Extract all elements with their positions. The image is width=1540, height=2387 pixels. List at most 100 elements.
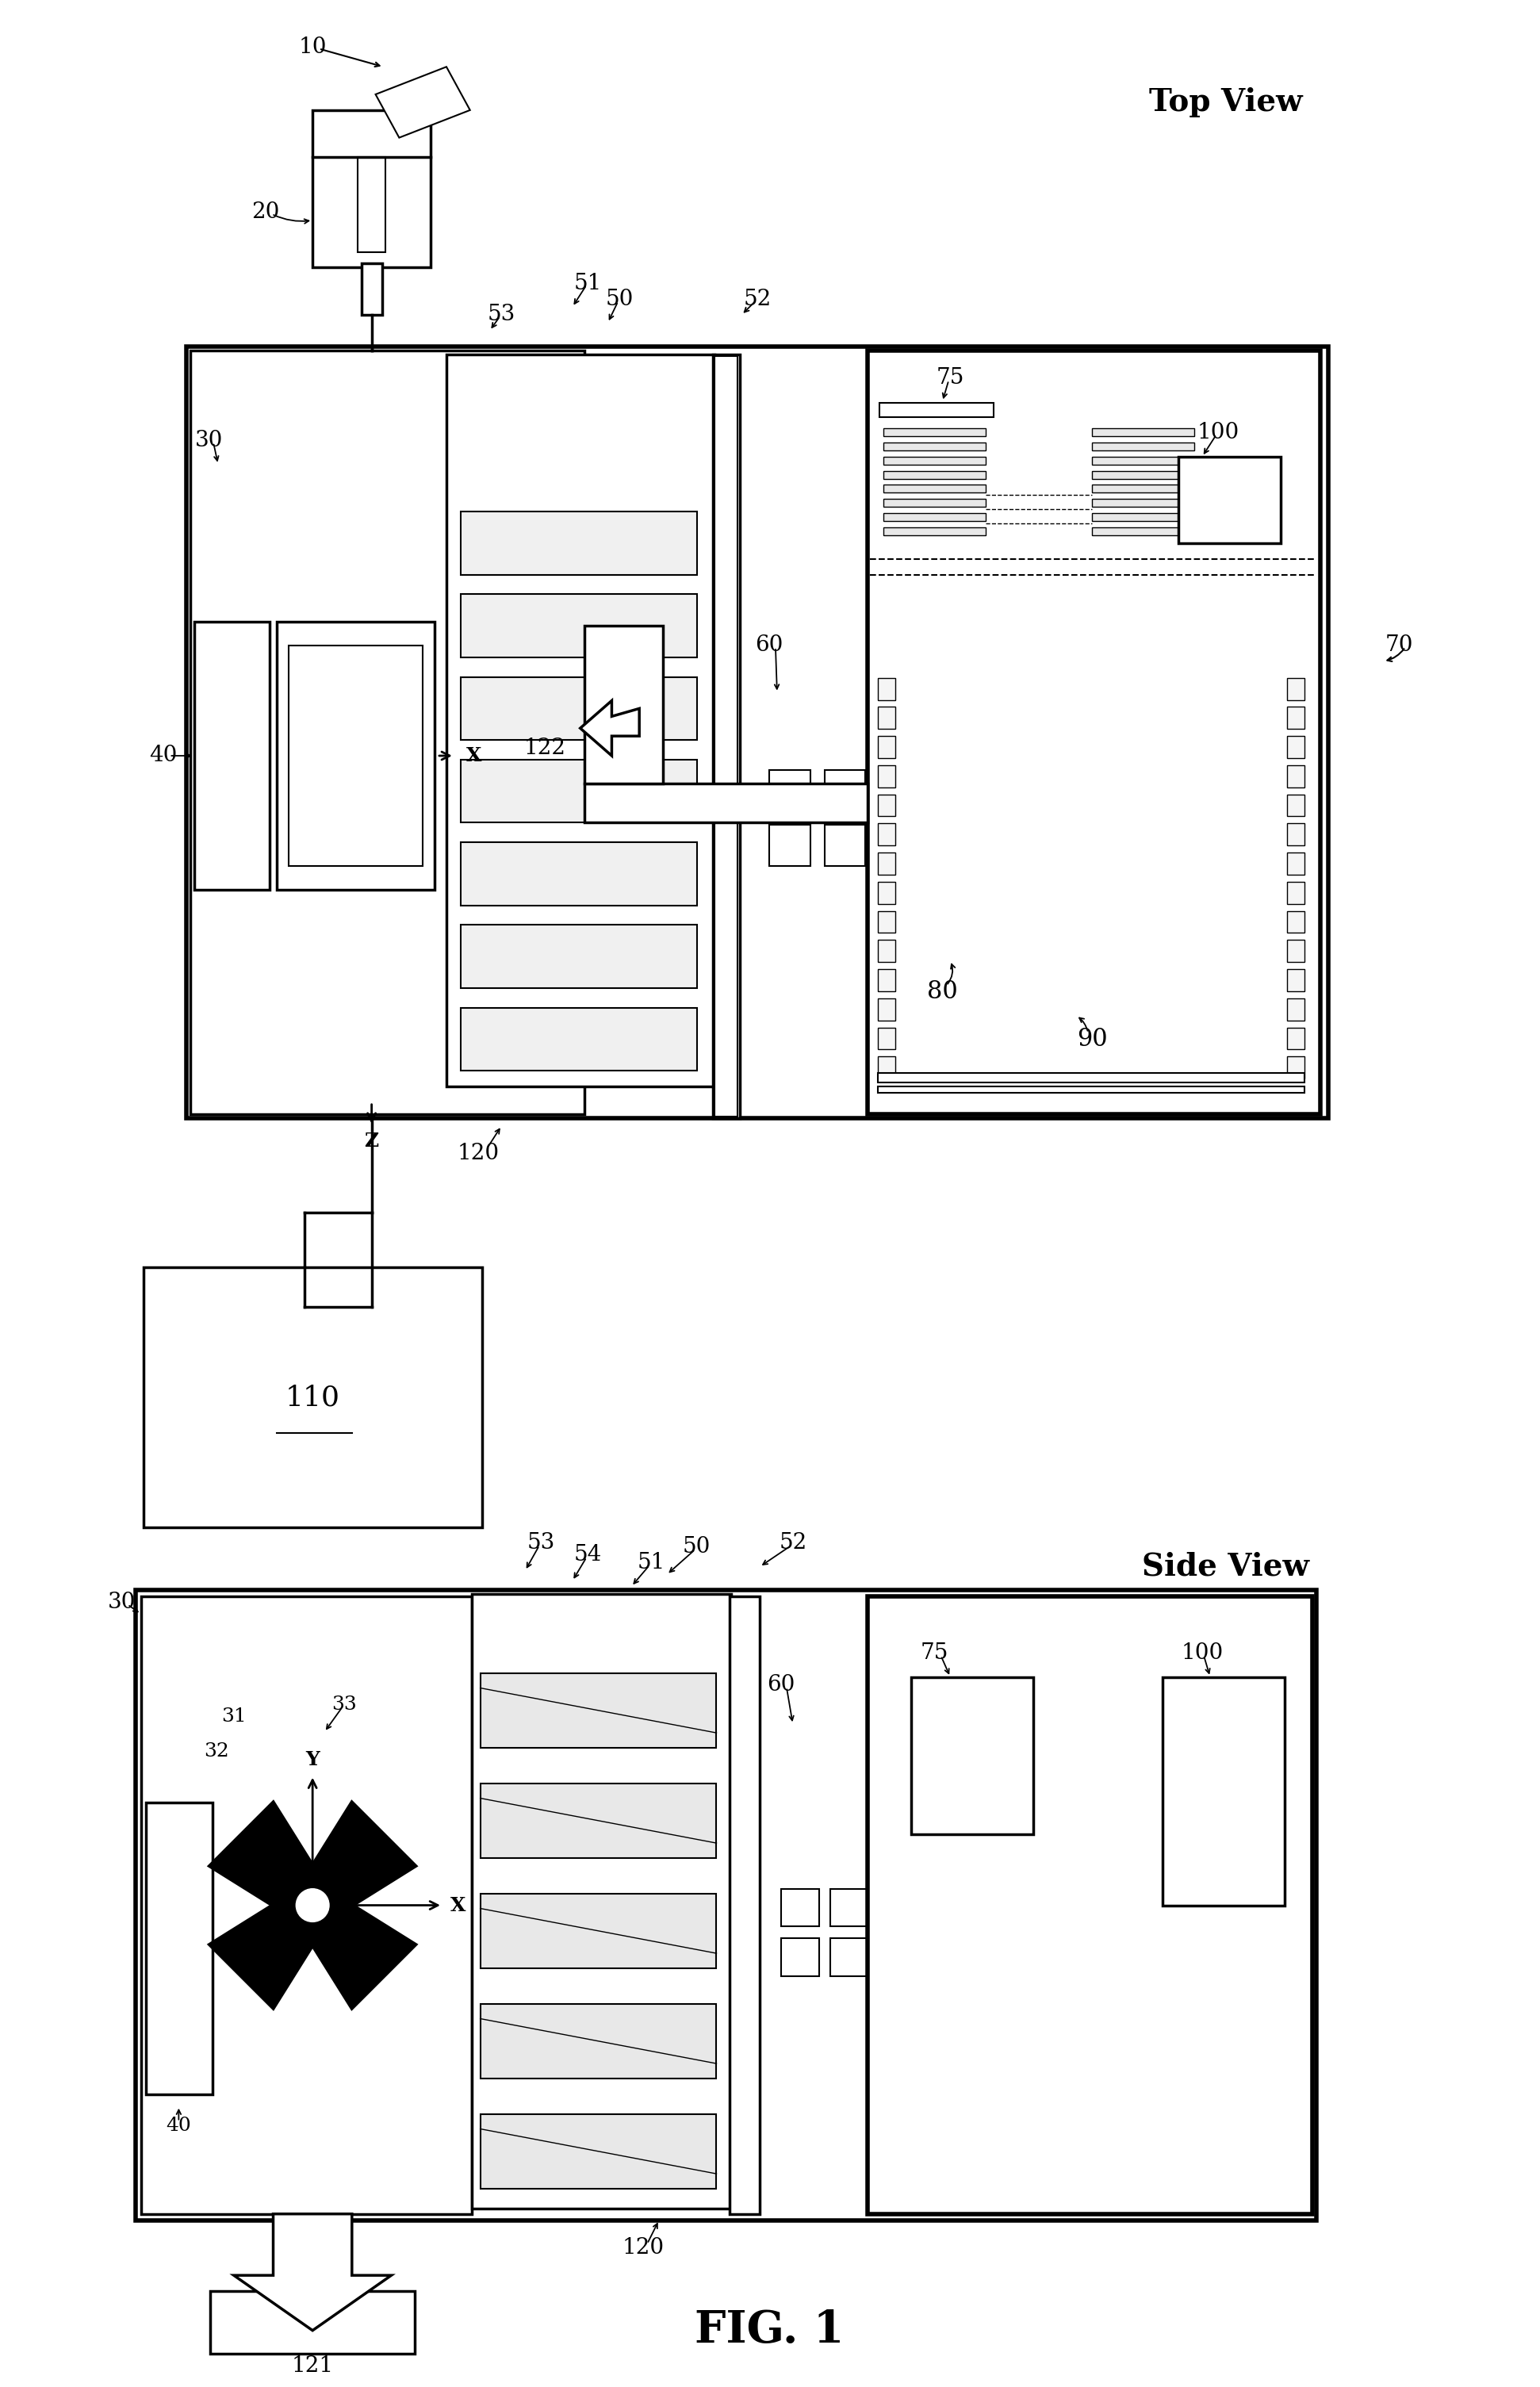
Bar: [878, 1074, 1304, 1081]
Bar: [1287, 678, 1304, 699]
Bar: [480, 1783, 716, 1857]
Bar: [781, 1888, 819, 1926]
Polygon shape: [581, 702, 639, 757]
Bar: [1092, 442, 1195, 451]
Bar: [878, 940, 895, 962]
Text: 90: 90: [1076, 1026, 1107, 1053]
Circle shape: [296, 1888, 330, 1922]
Text: 100: 100: [1181, 1642, 1223, 1664]
Bar: [460, 678, 696, 740]
Bar: [211, 2292, 414, 2354]
Text: 30: 30: [108, 1592, 136, 1614]
Text: 40: 40: [149, 745, 177, 766]
Bar: [1287, 766, 1304, 788]
Bar: [884, 528, 986, 535]
Bar: [1092, 513, 1195, 520]
Bar: [878, 912, 895, 933]
Polygon shape: [234, 2213, 391, 2330]
Bar: [313, 110, 431, 267]
Bar: [912, 1678, 1033, 1836]
Bar: [357, 158, 387, 253]
Text: 52: 52: [779, 1532, 807, 1554]
Text: Side View: Side View: [1143, 1552, 1309, 1583]
Bar: [447, 353, 715, 1086]
Text: 110: 110: [285, 1384, 340, 1411]
Bar: [884, 499, 986, 506]
Bar: [143, 1267, 482, 1528]
Polygon shape: [296, 1888, 419, 2012]
Bar: [1178, 456, 1281, 544]
Bar: [480, 1673, 716, 1747]
Bar: [1287, 795, 1304, 816]
Bar: [878, 824, 895, 845]
Bar: [884, 442, 986, 451]
Bar: [1287, 940, 1304, 962]
Text: 122: 122: [524, 738, 565, 759]
Bar: [460, 926, 696, 988]
Bar: [878, 1086, 1304, 1093]
Text: 30: 30: [194, 430, 223, 451]
Bar: [290, 644, 424, 866]
Bar: [460, 511, 696, 575]
Bar: [480, 2115, 716, 2189]
Bar: [878, 1026, 895, 1050]
Bar: [1287, 969, 1304, 991]
Bar: [824, 771, 865, 812]
Text: 50: 50: [605, 289, 633, 310]
Bar: [1092, 528, 1195, 535]
Bar: [1287, 707, 1304, 728]
Bar: [879, 403, 993, 418]
Bar: [1092, 470, 1195, 480]
Bar: [867, 1597, 1312, 2213]
Bar: [471, 1595, 731, 2208]
Bar: [480, 2003, 716, 2079]
Bar: [878, 707, 895, 728]
Bar: [878, 795, 895, 816]
Text: 120: 120: [457, 1143, 499, 1165]
Bar: [878, 881, 895, 905]
Bar: [1092, 499, 1195, 506]
Bar: [878, 852, 895, 874]
Bar: [878, 1057, 895, 1079]
Text: X: X: [451, 1895, 467, 1914]
Text: 33: 33: [331, 1695, 357, 1714]
Bar: [1287, 998, 1304, 1019]
Bar: [884, 427, 986, 437]
Bar: [884, 485, 986, 492]
Text: Y: Y: [305, 1750, 320, 1769]
Bar: [1287, 735, 1304, 759]
Text: 53: 53: [527, 1532, 554, 1554]
Text: 80: 80: [927, 979, 958, 1005]
Text: 121: 121: [291, 2356, 334, 2377]
Bar: [194, 623, 269, 890]
Bar: [1287, 1026, 1304, 1050]
Text: FIG. 1: FIG. 1: [695, 2308, 844, 2351]
Polygon shape: [376, 67, 470, 138]
Text: 32: 32: [203, 1743, 229, 1762]
Bar: [768, 826, 810, 866]
Text: 75: 75: [921, 1642, 949, 1664]
Text: 50: 50: [682, 1537, 711, 1559]
Bar: [884, 470, 986, 480]
Bar: [884, 513, 986, 520]
Bar: [1287, 824, 1304, 845]
Text: Z: Z: [365, 1131, 379, 1151]
Text: 100: 100: [1197, 422, 1240, 444]
Text: X: X: [467, 747, 482, 766]
Bar: [878, 766, 895, 788]
Bar: [277, 623, 434, 890]
Text: 52: 52: [744, 289, 772, 310]
Bar: [1092, 485, 1195, 492]
Bar: [1163, 1678, 1284, 1905]
Text: 10: 10: [299, 36, 326, 57]
Bar: [142, 1597, 471, 2213]
Text: 53: 53: [488, 303, 516, 325]
Text: 20: 20: [251, 203, 279, 222]
Text: 31: 31: [222, 1707, 246, 1726]
Bar: [480, 1893, 716, 1969]
Bar: [878, 969, 895, 991]
Bar: [830, 1888, 869, 1926]
Bar: [878, 735, 895, 759]
Bar: [1287, 852, 1304, 874]
Bar: [715, 356, 738, 1117]
